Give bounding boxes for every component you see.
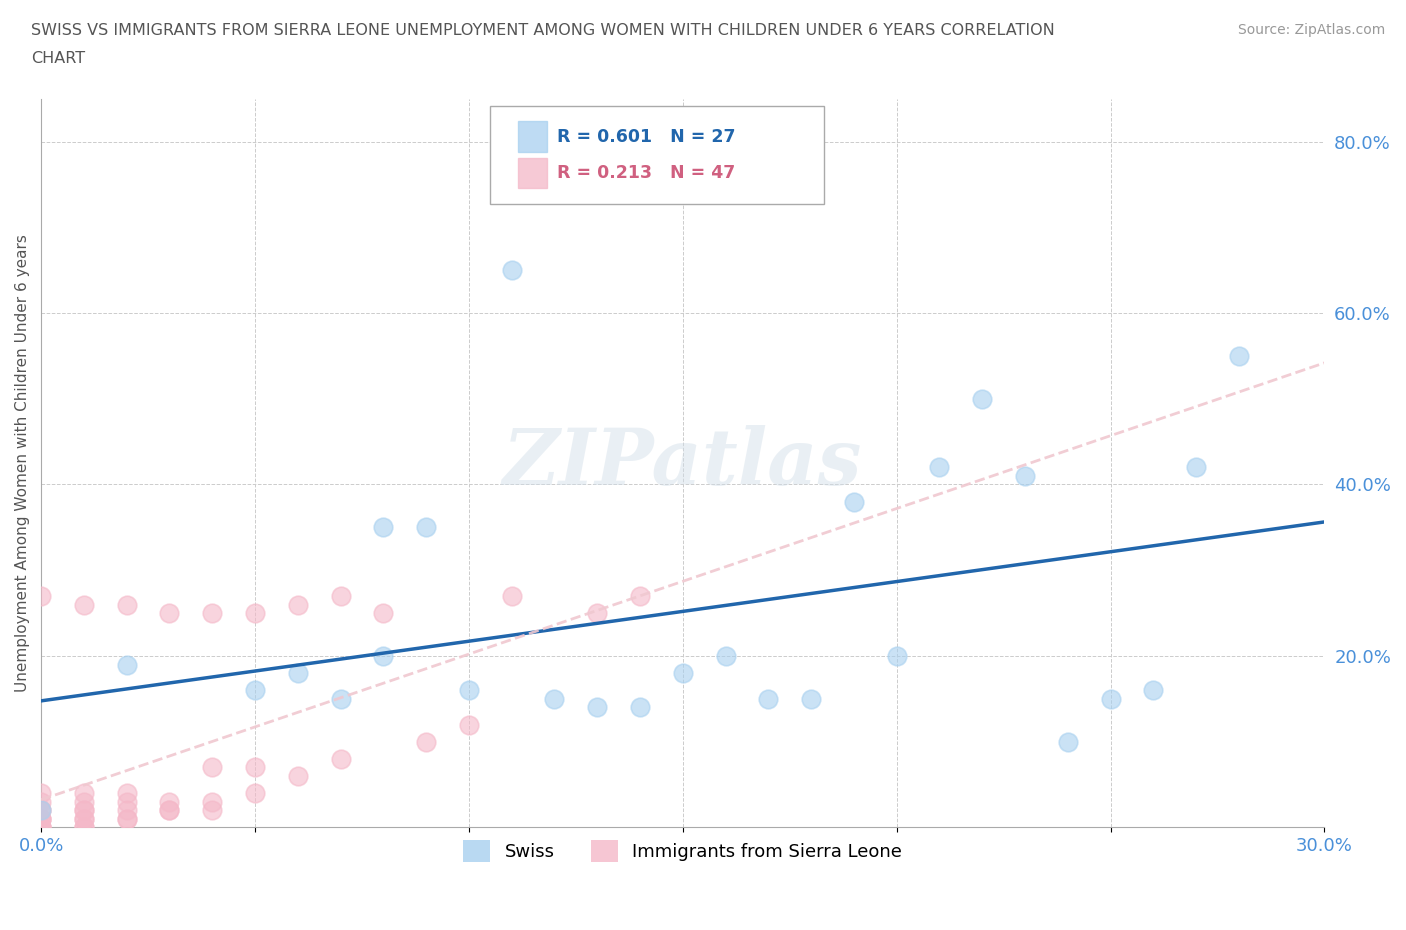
- Point: [1014, 469, 1036, 484]
- Point: [115, 811, 138, 826]
- Point: [201, 803, 224, 817]
- Point: [714, 648, 737, 663]
- Point: [886, 648, 908, 663]
- Point: [1142, 683, 1164, 698]
- Point: [373, 648, 395, 663]
- Point: [243, 605, 266, 620]
- Text: R = 0.213   N = 47: R = 0.213 N = 47: [557, 164, 735, 182]
- Point: [243, 760, 266, 775]
- Point: [800, 691, 823, 706]
- Point: [115, 794, 138, 809]
- Text: CHART: CHART: [31, 51, 84, 66]
- Point: [30, 811, 52, 826]
- Text: SWISS VS IMMIGRANTS FROM SIERRA LEONE UNEMPLOYMENT AMONG WOMEN WITH CHILDREN UND: SWISS VS IMMIGRANTS FROM SIERRA LEONE UN…: [31, 23, 1054, 38]
- Point: [501, 262, 523, 277]
- Point: [30, 803, 52, 817]
- Point: [287, 768, 309, 783]
- Point: [415, 520, 437, 535]
- Point: [115, 597, 138, 612]
- Point: [373, 605, 395, 620]
- Point: [30, 820, 52, 835]
- Point: [842, 494, 865, 509]
- Point: [73, 820, 96, 835]
- Point: [501, 589, 523, 604]
- Point: [73, 811, 96, 826]
- Point: [586, 605, 609, 620]
- Point: [287, 666, 309, 681]
- Point: [373, 520, 395, 535]
- Point: [159, 605, 181, 620]
- FancyBboxPatch shape: [519, 158, 547, 189]
- Point: [586, 700, 609, 715]
- Point: [972, 392, 994, 406]
- Point: [159, 803, 181, 817]
- Point: [928, 460, 950, 475]
- Point: [543, 691, 565, 706]
- Point: [73, 803, 96, 817]
- Text: Source: ZipAtlas.com: Source: ZipAtlas.com: [1237, 23, 1385, 37]
- Legend: Swiss, Immigrants from Sierra Leone: Swiss, Immigrants from Sierra Leone: [456, 833, 910, 870]
- Y-axis label: Unemployment Among Women with Children Under 6 years: Unemployment Among Women with Children U…: [15, 234, 30, 692]
- Point: [1099, 691, 1122, 706]
- Point: [30, 811, 52, 826]
- Point: [159, 803, 181, 817]
- Point: [30, 589, 52, 604]
- Point: [415, 734, 437, 749]
- Point: [30, 794, 52, 809]
- Point: [628, 589, 651, 604]
- Point: [73, 803, 96, 817]
- Point: [73, 811, 96, 826]
- Point: [457, 717, 479, 732]
- Point: [329, 589, 352, 604]
- Point: [30, 820, 52, 835]
- Point: [329, 751, 352, 766]
- Point: [201, 760, 224, 775]
- Point: [115, 658, 138, 672]
- Point: [243, 683, 266, 698]
- Point: [73, 786, 96, 801]
- Point: [287, 597, 309, 612]
- Point: [115, 803, 138, 817]
- FancyBboxPatch shape: [491, 106, 824, 205]
- Point: [457, 683, 479, 698]
- Point: [243, 786, 266, 801]
- Text: ZIPatlas: ZIPatlas: [503, 425, 862, 501]
- Point: [30, 803, 52, 817]
- Point: [30, 803, 52, 817]
- Point: [30, 811, 52, 826]
- Point: [30, 786, 52, 801]
- Point: [73, 597, 96, 612]
- Point: [159, 794, 181, 809]
- Point: [1227, 349, 1250, 364]
- Point: [115, 786, 138, 801]
- Point: [672, 666, 695, 681]
- Point: [628, 700, 651, 715]
- Point: [73, 820, 96, 835]
- Point: [73, 794, 96, 809]
- Point: [115, 811, 138, 826]
- Point: [756, 691, 779, 706]
- Point: [201, 605, 224, 620]
- Point: [201, 794, 224, 809]
- Point: [1056, 734, 1078, 749]
- Point: [329, 691, 352, 706]
- FancyBboxPatch shape: [519, 121, 547, 152]
- Point: [30, 820, 52, 835]
- Text: R = 0.601   N = 27: R = 0.601 N = 27: [557, 127, 735, 146]
- Point: [1185, 460, 1208, 475]
